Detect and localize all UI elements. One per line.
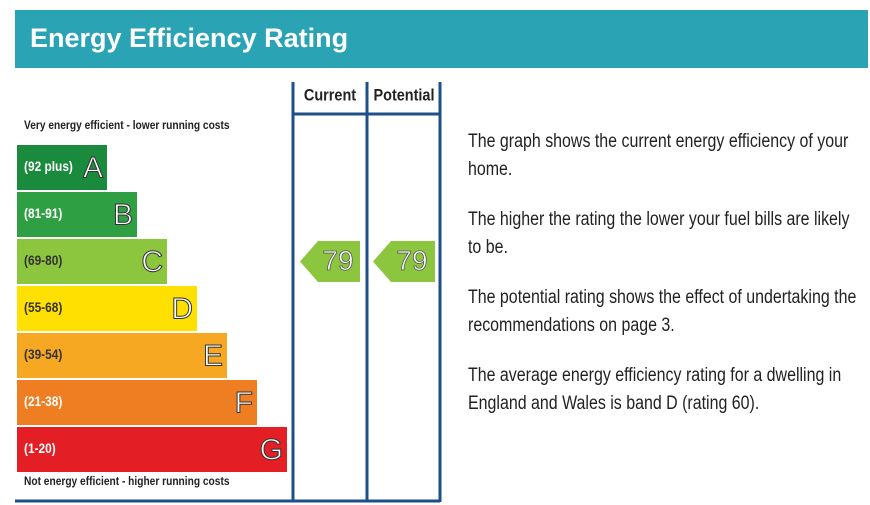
band-range: (39-54) (24, 346, 62, 362)
band-bar (17, 192, 137, 237)
column-header: Current (304, 86, 357, 104)
band-range: (55-68) (24, 299, 62, 315)
rating-arrow (373, 241, 435, 282)
paragraph: The potential rating shows the effect of… (468, 287, 857, 336)
title: Energy Efficiency Rating (30, 23, 348, 53)
band-letter: B (113, 198, 133, 231)
paragraph: The graph shows the current energy effic… (468, 131, 849, 180)
header-bar (15, 10, 868, 68)
band-range: (21-38) (24, 393, 62, 409)
band-bar (17, 333, 227, 378)
rating-value: 79 (322, 245, 353, 276)
band-letter: G (260, 433, 283, 466)
top-label: Very energy efficient - lower running co… (24, 119, 230, 132)
bottom-label: Not energy efficient - higher running co… (24, 475, 230, 488)
band-letter: C (141, 245, 163, 278)
column-header: Potential (374, 86, 435, 104)
band-bar (17, 239, 167, 284)
band-bar (17, 427, 287, 472)
band-letter: E (203, 339, 223, 372)
band-letter: F (235, 386, 253, 419)
band-range: (81-91) (24, 205, 62, 221)
rating-arrow (300, 241, 360, 282)
paragraph: The average energy efficiency rating for… (468, 365, 842, 414)
paragraph: The higher the rating the lower your fue… (468, 209, 850, 258)
band-range: (69-80) (24, 252, 62, 268)
band-letter: A (83, 151, 103, 184)
band-letter: D (171, 292, 193, 325)
frame (15, 82, 442, 503)
band-range: (1-20) (24, 440, 56, 456)
band-bar (17, 145, 107, 190)
description: The graph shows the current energy effic… (468, 128, 863, 440)
band-bar (17, 380, 257, 425)
band-bar (17, 286, 197, 331)
band-range: (92 plus) (24, 158, 73, 174)
rating-value: 79 (396, 245, 427, 276)
